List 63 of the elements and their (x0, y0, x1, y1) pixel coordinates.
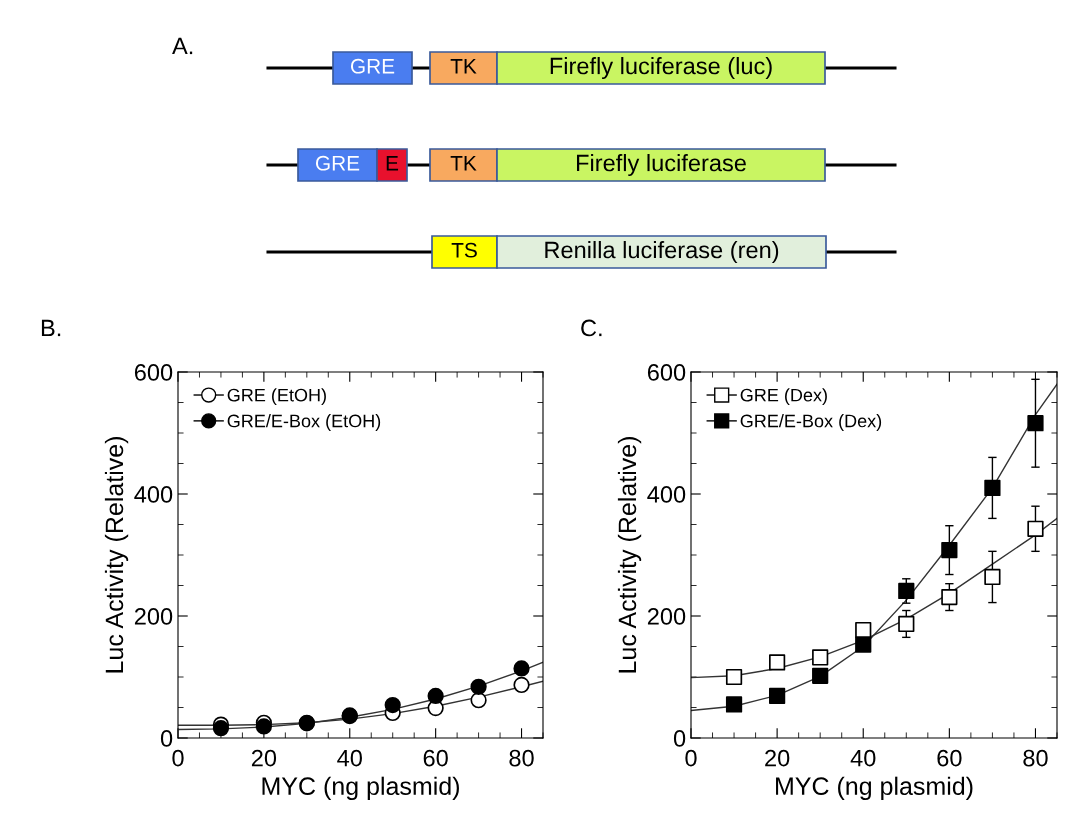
point (898, 615, 915, 633)
legend-label: GRE/E-Box (EtOH) (227, 414, 381, 431)
legend-label: GRE/E-Box (Dex) (740, 414, 882, 431)
x-tick-label: 80 (509, 749, 534, 767)
text: GRE (350, 58, 395, 74)
point (725, 668, 743, 686)
x-tick-label: 80 (1023, 749, 1048, 767)
point (941, 588, 958, 606)
point (855, 621, 872, 639)
x-tick-label: 0 (172, 749, 184, 767)
line-series (691, 383, 1057, 712)
point (427, 687, 444, 705)
point (984, 568, 1001, 586)
point (212, 720, 230, 737)
point (470, 692, 487, 709)
y-tick-label: 0 (160, 730, 173, 747)
point (1027, 415, 1044, 432)
y-tick-label: 200 (647, 608, 686, 625)
point (768, 654, 786, 671)
text: GRE (315, 155, 360, 171)
x-tick-label: 20 (765, 749, 790, 767)
point (255, 718, 273, 735)
text: E (386, 156, 399, 171)
text: Firefly luciferase (577, 154, 746, 177)
text: TK (450, 156, 477, 171)
point (984, 479, 1001, 497)
text: Firefly luciferase (luc) (550, 57, 772, 79)
y-tick-label: 400 (647, 486, 686, 503)
y-axis-title: Luc Activity (Relative) (617, 437, 642, 673)
point (1027, 520, 1044, 537)
x-axis-title: MYC (ng plasmid) (776, 776, 973, 800)
text: Renilla luciferase (ren) (545, 241, 779, 263)
x-tick-label: 60 (423, 749, 448, 767)
x-axis-title: MYC (ng plasmid) (262, 776, 459, 800)
x-tick-label: 40 (337, 749, 362, 767)
point (941, 542, 958, 559)
y-tick-label: 600 (134, 364, 173, 381)
y-tick-label: 200 (134, 608, 173, 625)
y-axis-title: Luc Activity (Relative) (104, 437, 129, 673)
chart-title: B. (41, 319, 61, 337)
point (855, 636, 872, 653)
legend-label: GRE (Dex) (740, 388, 827, 406)
point (725, 696, 743, 713)
text: A. (172, 37, 193, 55)
point (898, 582, 915, 600)
point (384, 696, 401, 714)
chart-title: C. (581, 319, 602, 337)
x-tick-label: 60 (937, 749, 962, 767)
point (812, 667, 829, 684)
y-tick-label: 600 (647, 364, 686, 381)
point (812, 649, 829, 666)
y-tick-label: 400 (134, 486, 173, 503)
point (513, 660, 530, 677)
text: TK (450, 59, 477, 74)
x-tick-label: 0 (685, 749, 697, 767)
y-tick-label: 0 (673, 730, 686, 747)
point (768, 687, 786, 705)
legend-label: GRE (EtOH) (227, 388, 326, 406)
x-tick-label: 20 (251, 749, 277, 767)
point (513, 676, 530, 694)
point (470, 678, 487, 695)
text: TS (451, 242, 477, 258)
x-tick-label: 40 (850, 749, 876, 767)
